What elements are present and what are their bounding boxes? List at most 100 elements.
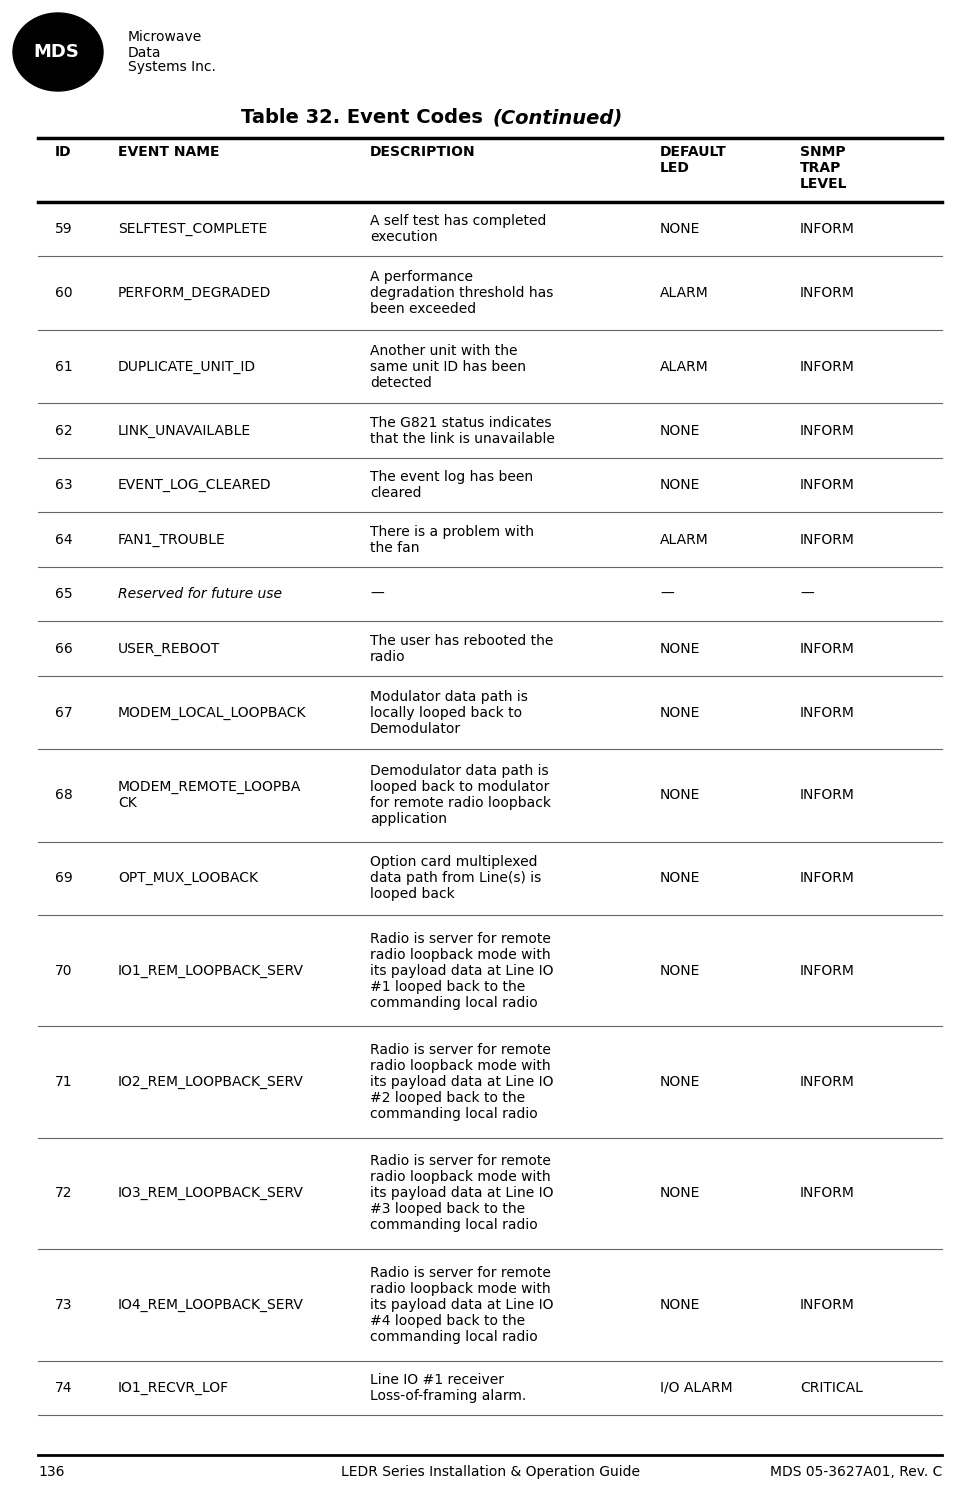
- Text: execution: execution: [370, 230, 438, 245]
- Text: #4 looped back to the: #4 looped back to the: [370, 1313, 525, 1328]
- Text: Radio is server for remote: Radio is server for remote: [370, 932, 551, 946]
- Text: Modulator data path is: Modulator data path is: [370, 689, 528, 704]
- Text: 73: 73: [55, 1298, 73, 1312]
- Text: INFORM: INFORM: [800, 287, 855, 300]
- Text: NONE: NONE: [660, 222, 701, 236]
- Text: Data: Data: [128, 47, 162, 60]
- Text: its payload data at Line IO: its payload data at Line IO: [370, 1298, 554, 1312]
- Text: 74: 74: [55, 1381, 73, 1394]
- Text: FAN1_TROUBLE: FAN1_TROUBLE: [118, 533, 225, 546]
- Text: looped back to modulator: looped back to modulator: [370, 781, 550, 794]
- Text: ALARM: ALARM: [660, 287, 709, 300]
- Text: Microwave: Microwave: [128, 30, 202, 44]
- Text: IO4_REM_LOOPBACK_SERV: IO4_REM_LOOPBACK_SERV: [118, 1298, 304, 1312]
- Text: commanding local radio: commanding local radio: [370, 995, 538, 1010]
- Text: MODEM_LOCAL_LOOPBACK: MODEM_LOCAL_LOOPBACK: [118, 705, 307, 719]
- Text: radio loopback mode with: radio loopback mode with: [370, 1171, 551, 1184]
- Text: #2 looped back to the: #2 looped back to the: [370, 1091, 525, 1105]
- Text: MODEM_REMOTE_LOOPBA: MODEM_REMOTE_LOOPBA: [118, 781, 302, 794]
- Text: A performance: A performance: [370, 270, 473, 284]
- Text: commanding local radio: commanding local radio: [370, 1108, 538, 1121]
- Text: 63: 63: [55, 479, 73, 492]
- Text: INFORM: INFORM: [800, 705, 855, 719]
- Text: DUPLICATE_UNIT_ID: DUPLICATE_UNIT_ID: [118, 360, 256, 374]
- Text: Line IO #1 receiver: Line IO #1 receiver: [370, 1373, 504, 1387]
- Text: 61: 61: [55, 360, 73, 374]
- Text: CK: CK: [118, 797, 137, 811]
- Text: The event log has been: The event log has been: [370, 470, 533, 485]
- Text: INFORM: INFORM: [800, 423, 855, 438]
- Text: INFORM: INFORM: [800, 1298, 855, 1312]
- Text: INFORM: INFORM: [800, 533, 855, 546]
- Text: LINK_UNAVAILABLE: LINK_UNAVAILABLE: [118, 423, 251, 438]
- Text: ALARM: ALARM: [660, 533, 709, 546]
- Text: Reserved for future use: Reserved for future use: [118, 587, 282, 600]
- Text: Option card multiplexed: Option card multiplexed: [370, 856, 537, 869]
- Text: commanding local radio: commanding local radio: [370, 1330, 538, 1343]
- Text: NONE: NONE: [660, 1298, 701, 1312]
- Text: been exceeded: been exceeded: [370, 302, 476, 317]
- Text: #1 looped back to the: #1 looped back to the: [370, 980, 525, 994]
- Text: USER_REBOOT: USER_REBOOT: [118, 641, 220, 656]
- Text: locally looped back to: locally looped back to: [370, 705, 522, 719]
- Text: DESCRIPTION: DESCRIPTION: [370, 146, 475, 159]
- Text: for remote radio loopback: for remote radio loopback: [370, 797, 551, 811]
- Text: MDS: MDS: [33, 44, 79, 62]
- Text: Loss-of-framing alarm.: Loss-of-framing alarm.: [370, 1388, 526, 1403]
- Text: NONE: NONE: [660, 423, 701, 438]
- Text: 70: 70: [55, 964, 73, 977]
- Text: its payload data at Line IO: its payload data at Line IO: [370, 1075, 554, 1090]
- Text: INFORM: INFORM: [800, 360, 855, 374]
- Text: NONE: NONE: [660, 705, 701, 719]
- Ellipse shape: [13, 14, 103, 92]
- Text: degradation threshold has: degradation threshold has: [370, 287, 554, 300]
- Text: EVENT_LOG_CLEARED: EVENT_LOG_CLEARED: [118, 479, 271, 492]
- Text: 65: 65: [55, 587, 73, 600]
- Text: I/O ALARM: I/O ALARM: [660, 1381, 733, 1394]
- Text: CRITICAL: CRITICAL: [800, 1381, 862, 1394]
- Text: INFORM: INFORM: [800, 222, 855, 236]
- Text: The G821 status indicates: The G821 status indicates: [370, 416, 552, 429]
- Text: that the link is unavailable: that the link is unavailable: [370, 432, 555, 446]
- Text: 62: 62: [55, 423, 73, 438]
- Text: looped back: looped back: [370, 887, 455, 902]
- Text: —: —: [800, 587, 813, 600]
- Text: 64: 64: [55, 533, 73, 546]
- Text: LED: LED: [660, 161, 690, 176]
- Text: IO3_REM_LOOPBACK_SERV: IO3_REM_LOOPBACK_SERV: [118, 1186, 304, 1201]
- Text: OPT_MUX_LOOBACK: OPT_MUX_LOOBACK: [118, 872, 258, 886]
- Text: NONE: NONE: [660, 964, 701, 977]
- Text: INFORM: INFORM: [800, 641, 855, 656]
- Text: SNMP: SNMP: [800, 146, 846, 159]
- Text: INFORM: INFORM: [800, 479, 855, 492]
- Text: 136: 136: [38, 1465, 65, 1478]
- Text: 60: 60: [55, 287, 73, 300]
- Text: 66: 66: [55, 641, 73, 656]
- Text: Table 32. Event Codes: Table 32. Event Codes: [241, 108, 490, 128]
- Text: Systems Inc.: Systems Inc.: [128, 60, 216, 74]
- Text: NONE: NONE: [660, 641, 701, 656]
- Text: Demodulator data path is: Demodulator data path is: [370, 764, 549, 779]
- Text: INFORM: INFORM: [800, 964, 855, 977]
- Text: INFORM: INFORM: [800, 1075, 855, 1090]
- Text: SELFTEST_COMPLETE: SELFTEST_COMPLETE: [118, 222, 268, 236]
- Text: DEFAULT: DEFAULT: [660, 146, 727, 159]
- Text: There is a problem with: There is a problem with: [370, 525, 534, 539]
- Text: its payload data at Line IO: its payload data at Line IO: [370, 1186, 554, 1201]
- Text: its payload data at Line IO: its payload data at Line IO: [370, 964, 554, 977]
- Text: ALARM: ALARM: [660, 360, 709, 374]
- Text: #3 looped back to the: #3 looped back to the: [370, 1202, 525, 1216]
- Text: INFORM: INFORM: [800, 1186, 855, 1201]
- Text: detected: detected: [370, 375, 432, 390]
- Text: commanding local radio: commanding local radio: [370, 1219, 538, 1232]
- Text: —: —: [660, 587, 674, 600]
- Text: 72: 72: [55, 1186, 73, 1201]
- Text: INFORM: INFORM: [800, 872, 855, 886]
- Text: Radio is server for remote: Radio is server for remote: [370, 1265, 551, 1280]
- Text: radio: radio: [370, 650, 406, 663]
- Text: (Continued): (Continued): [492, 108, 622, 128]
- Text: IO1_REM_LOOPBACK_SERV: IO1_REM_LOOPBACK_SERV: [118, 964, 304, 977]
- Text: IO1_RECVR_LOF: IO1_RECVR_LOF: [118, 1381, 229, 1394]
- Text: NONE: NONE: [660, 788, 701, 803]
- Text: Another unit with the: Another unit with the: [370, 344, 517, 357]
